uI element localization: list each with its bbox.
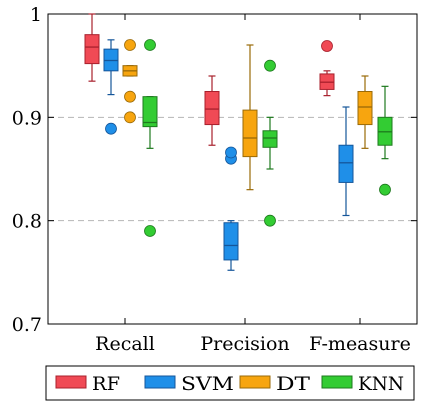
x-tick-label: Recall	[95, 333, 155, 355]
legend-label-rf: RF	[92, 373, 120, 395]
box-dt	[357, 91, 373, 126]
legend-label-knn: KNN	[358, 373, 404, 395]
x-tick-label: F-measure	[309, 333, 411, 355]
series-svm	[103, 39, 354, 271]
legend-frame	[45, 365, 415, 401]
x-tick-label: Precision	[200, 333, 289, 355]
legend: RF SVM DT KNN	[45, 365, 415, 401]
outlier-point	[379, 183, 391, 196]
outlier-point	[225, 146, 237, 159]
outlier-point	[264, 214, 276, 227]
y-tick-label: 0.9	[12, 107, 42, 129]
y-tick-label: 0.8	[12, 211, 42, 233]
x-axis: Recall Precision F-measure	[95, 14, 411, 355]
box-series	[84, 13, 393, 271]
outlier-point	[321, 40, 333, 52]
legend-swatch-knn	[321, 375, 353, 389]
box-knn	[262, 130, 278, 148]
outlier-point	[144, 225, 156, 237]
outlier-point	[124, 39, 136, 51]
y-tick-label: 1	[30, 4, 42, 26]
grid-lines	[48, 116, 417, 222]
outlier-point	[144, 39, 156, 51]
outlier-point	[124, 90, 136, 103]
box-dt	[242, 109, 258, 158]
box-knn	[142, 96, 158, 128]
y-tick-label: 0.7	[12, 314, 42, 336]
outlier-point	[264, 59, 276, 72]
box-svm	[338, 144, 354, 183]
legend-label-svm: SVM	[181, 373, 234, 395]
series-dt	[122, 39, 373, 191]
outlier-point	[105, 122, 117, 135]
legend-swatch-rf	[55, 375, 87, 389]
series-knn	[142, 39, 393, 237]
box-rf	[84, 34, 100, 65]
legend-swatch-dt	[239, 375, 271, 389]
series-rf	[84, 13, 335, 146]
box-rf	[204, 91, 220, 126]
legend-swatch-svm	[144, 375, 176, 389]
box-svm	[223, 222, 239, 261]
outlier-point	[124, 111, 136, 124]
legend-label-dt: DT	[276, 373, 310, 395]
plot-frame	[47, 13, 418, 325]
y-axis: 0.7 0.8 0.9 1	[12, 4, 417, 336]
